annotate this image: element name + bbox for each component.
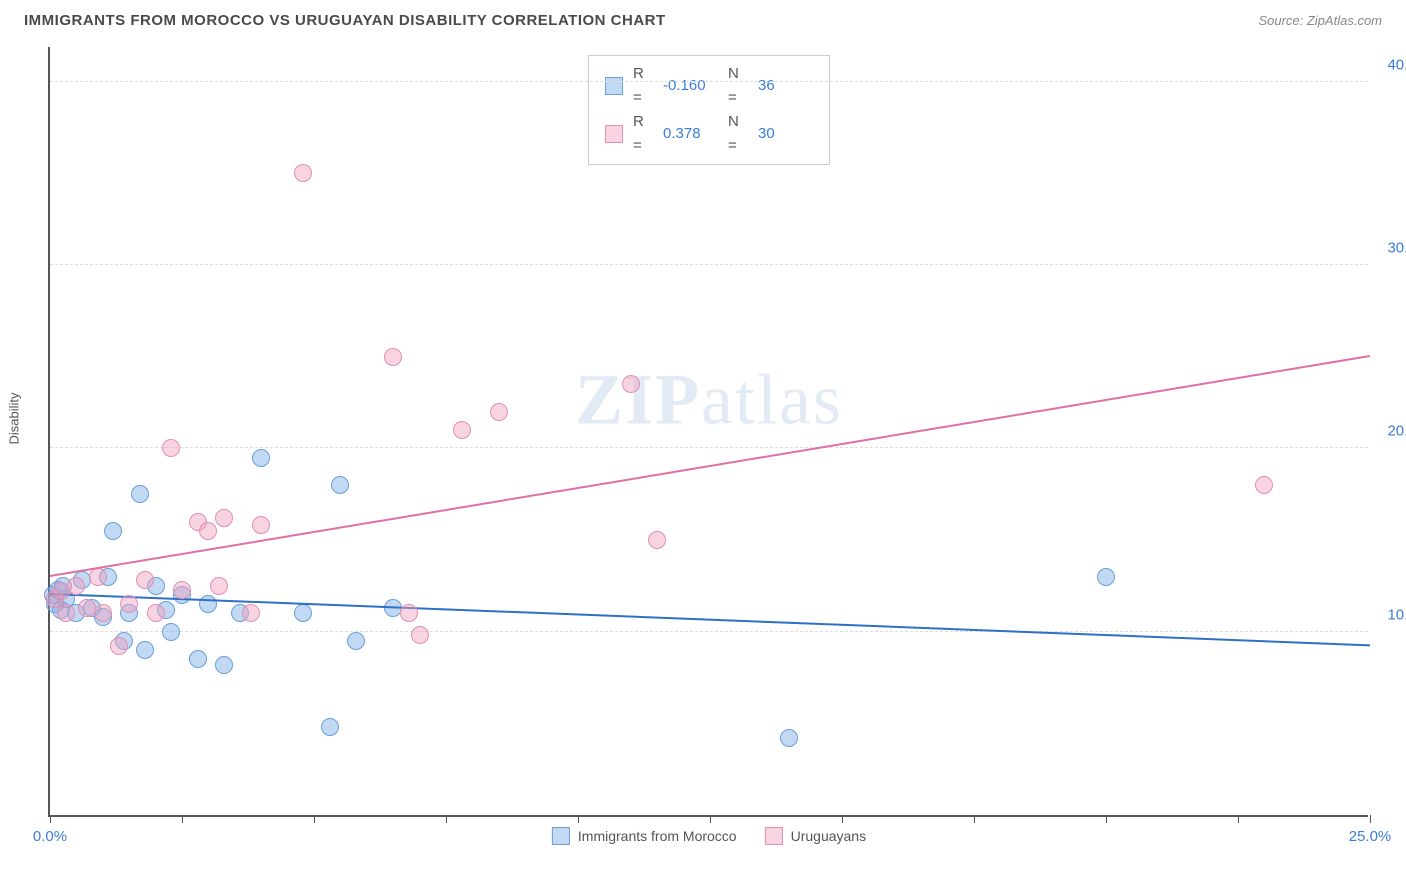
legend-label-1: Uruguayans	[791, 828, 867, 844]
scatter-point	[294, 604, 312, 622]
scatter-point	[199, 595, 217, 613]
legend-row-series-0: R = -0.160 N = 36	[605, 62, 813, 110]
x-tick	[842, 815, 843, 823]
scatter-point	[173, 581, 191, 599]
y-tick-label: 30.0%	[1387, 240, 1406, 257]
scatter-point	[490, 403, 508, 421]
x-tick	[1238, 815, 1239, 823]
x-tick	[182, 815, 183, 823]
r-label-1: R =	[633, 110, 653, 158]
scatter-point	[252, 449, 270, 467]
n-label-0: N =	[728, 62, 748, 110]
r-value-1: 0.378	[663, 122, 718, 146]
scatter-point	[94, 604, 112, 622]
scatter-point	[67, 577, 85, 595]
r-value-0: -0.160	[663, 74, 718, 98]
scatter-point	[384, 348, 402, 366]
scatter-point	[321, 718, 339, 736]
scatter-point	[104, 522, 122, 540]
scatter-point	[252, 516, 270, 534]
trend-line	[50, 355, 1370, 577]
legend-correlation: R = -0.160 N = 36 R = 0.378 N = 30	[588, 55, 830, 165]
r-label-0: R =	[633, 62, 653, 110]
gridline	[50, 631, 1368, 632]
scatter-point	[294, 164, 312, 182]
legend-item-1: Uruguayans	[765, 827, 867, 845]
legend-label-0: Immigrants from Morocco	[578, 828, 737, 844]
scatter-point	[210, 577, 228, 595]
watermark: ZIPatlas	[575, 359, 843, 442]
x-tick	[1370, 815, 1371, 823]
chart-title: IMMIGRANTS FROM MOROCCO VS URUGUAYAN DIS…	[24, 12, 666, 29]
scatter-point	[453, 421, 471, 439]
x-tick	[1106, 815, 1107, 823]
scatter-point	[120, 595, 138, 613]
x-tick	[578, 815, 579, 823]
x-tick	[314, 815, 315, 823]
legend-row-series-1: R = 0.378 N = 30	[605, 110, 813, 158]
scatter-point	[1255, 476, 1273, 494]
legend-item-0: Immigrants from Morocco	[552, 827, 737, 845]
y-axis-title: Disability	[7, 392, 22, 444]
watermark-atlas: atlas	[701, 360, 843, 440]
y-tick-label: 40.0%	[1387, 56, 1406, 73]
scatter-point	[1097, 568, 1115, 586]
scatter-point	[57, 604, 75, 622]
scatter-point	[411, 626, 429, 644]
scatter-point	[147, 604, 165, 622]
gridline	[50, 264, 1368, 265]
n-value-0: 36	[758, 74, 813, 98]
source-attribution: Source: ZipAtlas.com	[1258, 13, 1382, 28]
scatter-point	[648, 531, 666, 549]
legend-swatch-bottom-0	[552, 827, 570, 845]
watermark-zip: ZIP	[575, 360, 701, 440]
scatter-point	[189, 650, 207, 668]
scatter-point	[136, 641, 154, 659]
gridline	[50, 447, 1368, 448]
scatter-point	[131, 485, 149, 503]
x-tick-label: 0.0%	[33, 828, 67, 845]
plot-area: ZIPatlas R = -0.160 N = 36 R = 0.378 N =…	[48, 47, 1368, 817]
n-label-1: N =	[728, 110, 748, 158]
scatter-point	[162, 623, 180, 641]
chart-container: Disability ZIPatlas R = -0.160 N = 36 R …	[0, 37, 1406, 877]
x-tick-label: 25.0%	[1349, 828, 1392, 845]
legend-swatch-1	[605, 125, 623, 143]
n-value-1: 30	[758, 122, 813, 146]
scatter-point	[89, 568, 107, 586]
x-tick	[710, 815, 711, 823]
scatter-point	[347, 632, 365, 650]
scatter-point	[242, 604, 260, 622]
scatter-point	[622, 375, 640, 393]
x-tick	[50, 815, 51, 823]
scatter-point	[199, 522, 217, 540]
scatter-point	[110, 637, 128, 655]
scatter-point	[331, 476, 349, 494]
y-tick-label: 20.0%	[1387, 423, 1406, 440]
y-tick-label: 10.0%	[1387, 606, 1406, 623]
scatter-point	[136, 571, 154, 589]
x-tick	[974, 815, 975, 823]
legend-series: Immigrants from Morocco Uruguayans	[552, 827, 866, 845]
legend-swatch-bottom-1	[765, 827, 783, 845]
scatter-point	[162, 439, 180, 457]
scatter-point	[215, 509, 233, 527]
gridline	[50, 81, 1368, 82]
scatter-point	[215, 656, 233, 674]
scatter-point	[780, 729, 798, 747]
scatter-point	[400, 604, 418, 622]
header: IMMIGRANTS FROM MOROCCO VS URUGUAYAN DIS…	[0, 0, 1406, 37]
x-tick	[446, 815, 447, 823]
